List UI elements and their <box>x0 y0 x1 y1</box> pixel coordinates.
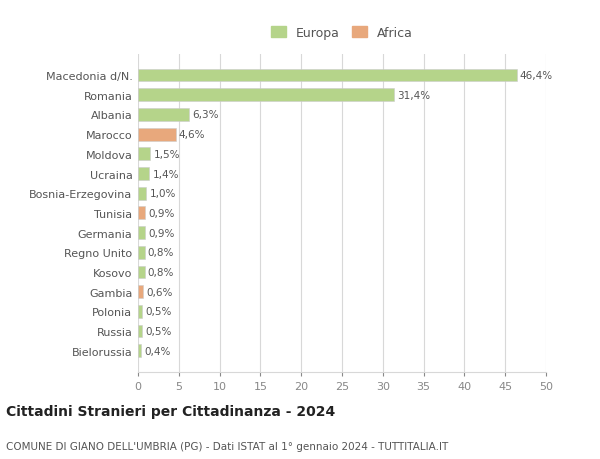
Bar <box>138 168 149 180</box>
Bar <box>138 69 517 82</box>
Bar <box>138 207 145 220</box>
Text: COMUNE DI GIANO DELL'UMBRIA (PG) - Dati ISTAT al 1° gennaio 2024 - TUTTITALIA.IT: COMUNE DI GIANO DELL'UMBRIA (PG) - Dati … <box>6 441 448 451</box>
Text: Cittadini Stranieri per Cittadinanza - 2024: Cittadini Stranieri per Cittadinanza - 2… <box>6 404 335 419</box>
Text: 1,4%: 1,4% <box>152 169 179 179</box>
Bar <box>138 266 145 279</box>
Text: 0,4%: 0,4% <box>145 346 171 356</box>
Bar <box>138 89 394 102</box>
Text: 1,0%: 1,0% <box>149 189 176 199</box>
Text: 0,8%: 0,8% <box>148 248 174 258</box>
Text: 0,8%: 0,8% <box>148 268 174 277</box>
Text: 0,9%: 0,9% <box>149 208 175 218</box>
Text: 0,9%: 0,9% <box>149 228 175 238</box>
Text: 4,6%: 4,6% <box>179 130 205 140</box>
Text: 0,5%: 0,5% <box>145 326 172 336</box>
Bar <box>138 345 141 358</box>
Text: 31,4%: 31,4% <box>397 90 431 101</box>
Bar <box>138 129 176 141</box>
Bar <box>138 187 146 200</box>
Bar <box>138 148 150 161</box>
Bar <box>138 246 145 259</box>
Bar <box>138 305 142 318</box>
Text: 0,6%: 0,6% <box>146 287 173 297</box>
Bar <box>138 325 142 338</box>
Text: 6,3%: 6,3% <box>193 110 219 120</box>
Text: 1,5%: 1,5% <box>154 150 180 159</box>
Bar <box>138 109 190 122</box>
Bar <box>138 227 145 240</box>
Text: 0,5%: 0,5% <box>145 307 172 317</box>
Bar <box>138 285 143 298</box>
Legend: Europa, Africa: Europa, Africa <box>267 23 417 44</box>
Text: 46,4%: 46,4% <box>520 71 553 81</box>
